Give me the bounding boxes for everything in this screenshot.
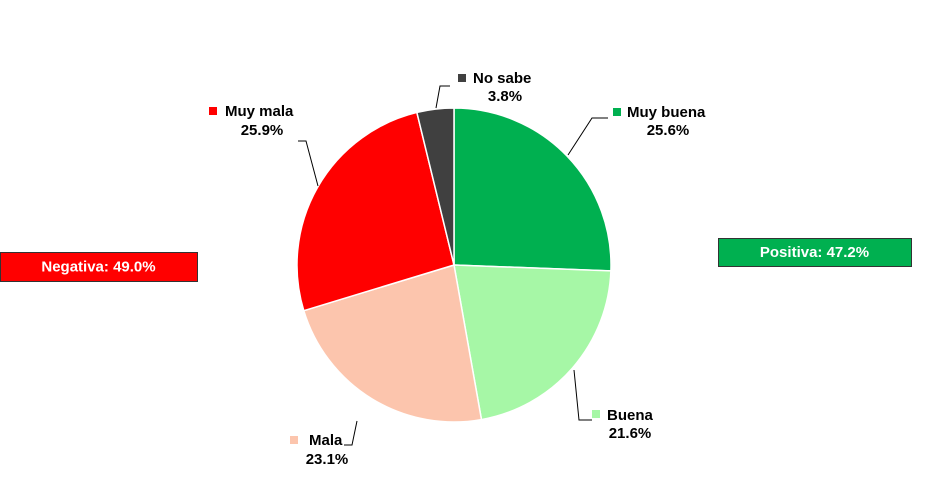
leader-line	[344, 420, 358, 446]
slice-name: Muy buena	[627, 104, 706, 121]
leader-line	[573, 369, 592, 421]
legend-marker	[613, 108, 621, 116]
summary-box	[0, 252, 198, 282]
summary-label: Negativa: 49.0%	[41, 258, 155, 275]
pie-slice	[302, 264, 483, 423]
legend-marker	[592, 410, 600, 418]
pie-slice	[296, 111, 455, 312]
pie-slice	[415, 107, 455, 266]
legend-marker	[458, 74, 466, 82]
slice-value: 25.9%	[241, 122, 284, 139]
legend-marker	[209, 107, 217, 115]
slice-value: 21.6%	[609, 425, 652, 442]
slice-value: 25.6%	[647, 122, 690, 139]
slice-name: Muy mala	[225, 103, 294, 120]
leader-line	[435, 85, 450, 109]
summary-box	[718, 238, 912, 267]
leader-line	[298, 140, 319, 187]
slice-name: No sabe	[473, 70, 531, 87]
slice-name: Buena	[607, 407, 654, 424]
leader-line	[567, 117, 608, 156]
summary-label: Positiva: 47.2%	[760, 244, 869, 261]
pie-slice	[453, 264, 612, 421]
slice-value: 23.1%	[306, 451, 349, 468]
legend-marker	[290, 436, 298, 444]
slice-value: 3.8%	[488, 88, 522, 105]
pie-slice	[453, 107, 612, 272]
slice-name: Mala	[309, 432, 343, 449]
